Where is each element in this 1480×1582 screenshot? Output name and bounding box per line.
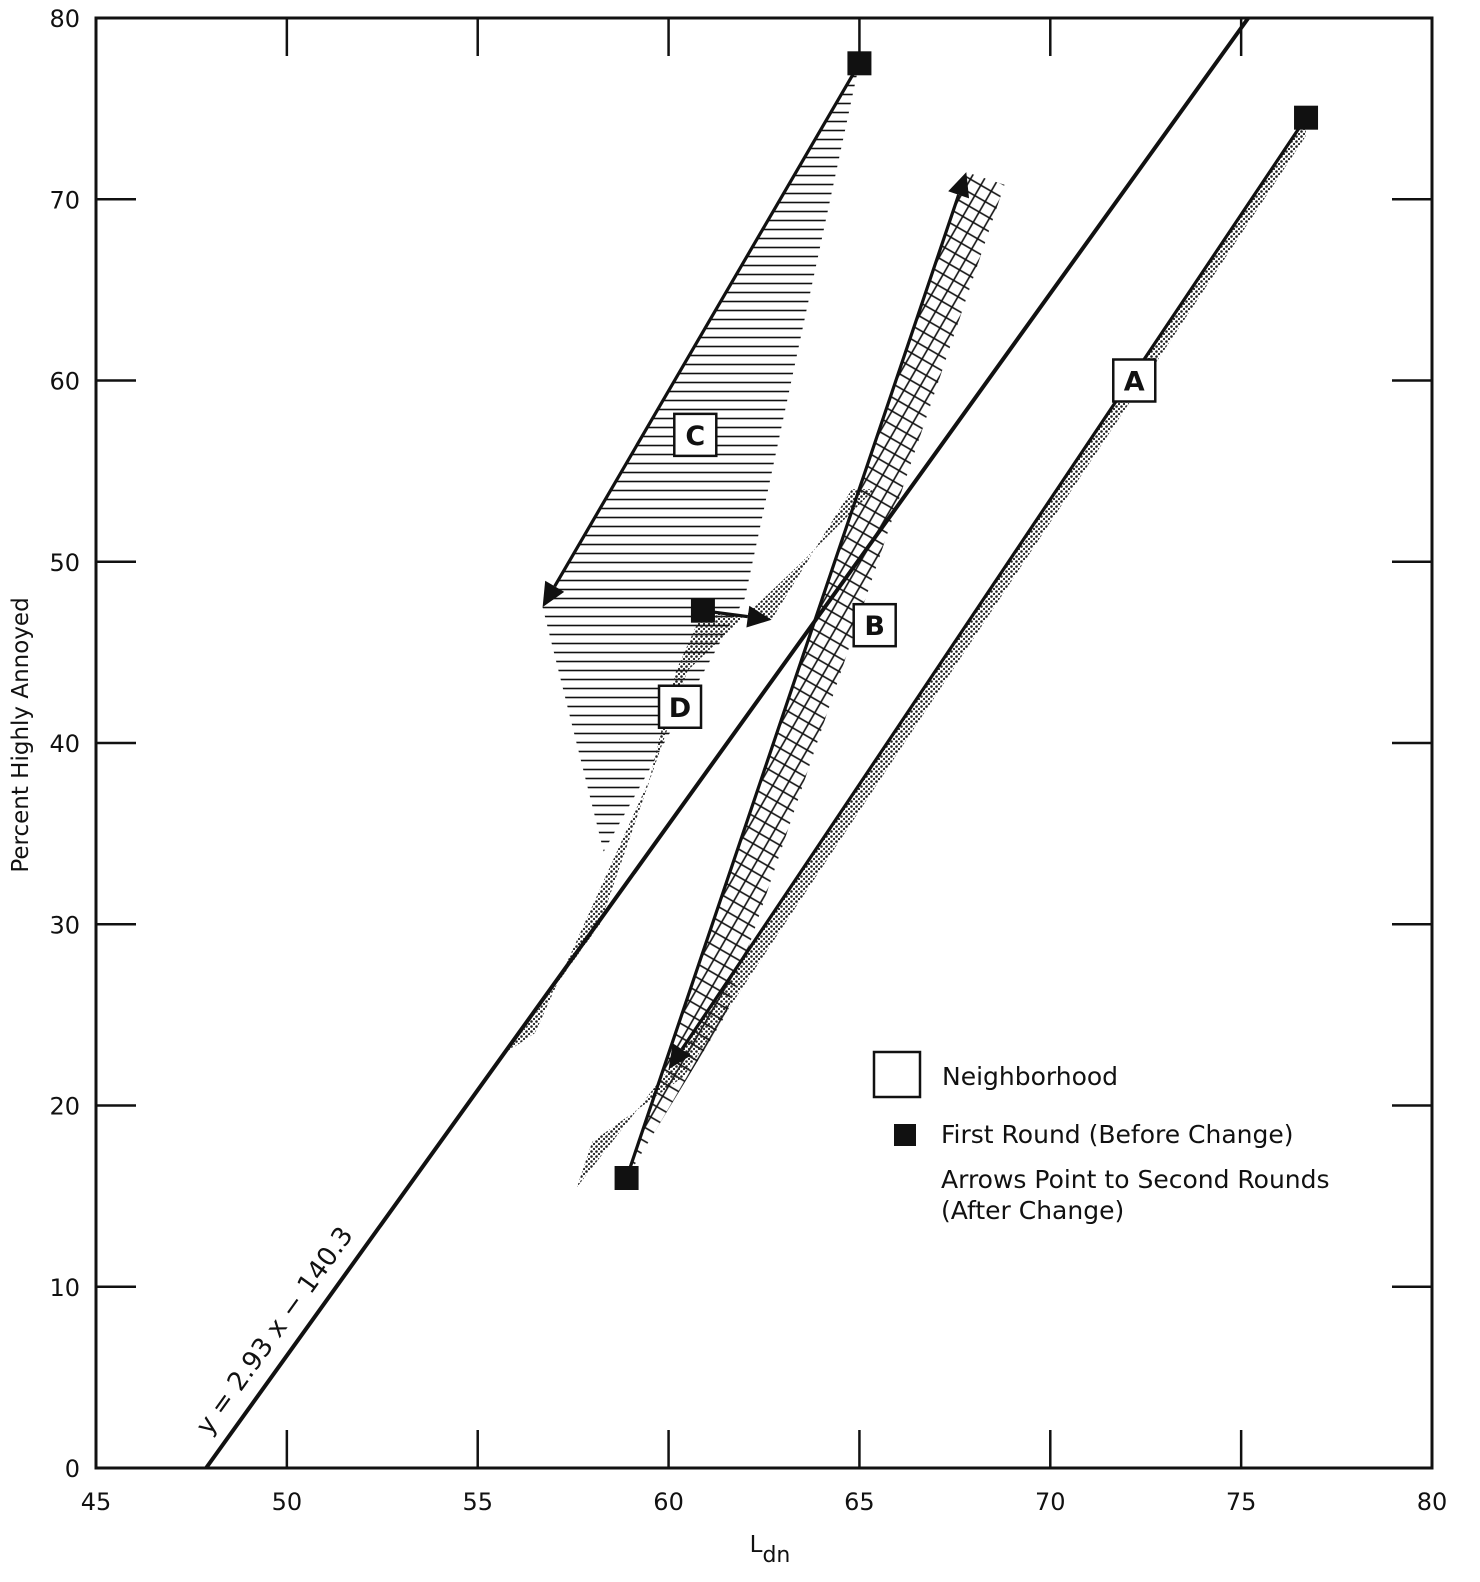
first-round-marker-d xyxy=(690,598,715,623)
arrow-shaft-a xyxy=(680,116,1308,1051)
arrow-head-b xyxy=(948,172,970,199)
y-tick-label: 80 xyxy=(49,5,80,33)
y-tick-labels: 0 10 20 30 40 50 60 70 80 xyxy=(49,5,80,1483)
y-tick-label: 30 xyxy=(49,911,80,939)
legend-neighborhood-swatch xyxy=(872,1050,922,1099)
first-round-marker-b xyxy=(614,1166,639,1190)
label-box-b xyxy=(852,602,897,648)
region-a-stipple-lower xyxy=(577,1069,684,1188)
x-axis-title: Ldn xyxy=(750,1532,791,1568)
x-tick-label: 45 xyxy=(81,1488,112,1516)
x-tick-label: 80 xyxy=(1417,1488,1448,1516)
legend-arrows-text-line1: Arrows Point to Second Rounds xyxy=(941,1165,1330,1194)
shading-layer xyxy=(508,63,1306,1188)
y-tick-label: 0 xyxy=(65,1455,80,1483)
x-tick-label: 75 xyxy=(1226,1488,1257,1516)
x-tick-label: 55 xyxy=(462,1488,493,1516)
label-text-d: D xyxy=(669,693,691,724)
region-c-hatching xyxy=(542,63,860,852)
arrow-head-c xyxy=(542,580,565,608)
y-tick-label: 40 xyxy=(49,730,80,758)
legend: Neighborhood First Round (Before Change)… xyxy=(872,1050,1330,1225)
x-tick-label: 70 xyxy=(1035,1488,1066,1516)
label-box-d xyxy=(657,684,703,729)
first-round-marker-c xyxy=(847,51,872,76)
label-text-a: A xyxy=(1124,367,1145,398)
x-tick-labels: 45 50 55 60 65 70 75 80 xyxy=(81,1488,1448,1516)
label-text-c: C xyxy=(685,421,705,452)
y-tick-label: 60 xyxy=(49,368,80,396)
x-tick-label: 50 xyxy=(272,1488,303,1516)
legend-first-round-marker xyxy=(894,1124,916,1146)
arrow-head-a xyxy=(668,1043,692,1070)
fit-line-layer: y = 2.93 x − 140.3 xyxy=(191,16,1250,1470)
series-layer xyxy=(542,51,1319,1190)
label-box-c xyxy=(673,412,718,458)
y-tick-label: 20 xyxy=(49,1093,80,1121)
label-box-a xyxy=(1112,358,1157,403)
fit-line xyxy=(204,16,1250,1470)
legend-first-round-text: First Round (Before Change) xyxy=(941,1120,1294,1149)
axis-ticks xyxy=(96,18,1432,1468)
neighborhood-labels: A B C D xyxy=(657,358,1157,729)
arrow-shaft-c xyxy=(553,62,861,588)
region-d-stipple xyxy=(508,489,875,1052)
legend-neighborhood-text: Neighborhood xyxy=(942,1062,1118,1091)
first-round-marker-a xyxy=(1294,105,1319,130)
label-text-b: B xyxy=(864,611,885,642)
arrow-head-d xyxy=(746,605,772,628)
y-tick-label: 10 xyxy=(49,1274,80,1302)
legend-arrows-text-line2: (After Change) xyxy=(941,1196,1124,1225)
y-tick-label: 50 xyxy=(49,549,80,577)
x-tick-label: 65 xyxy=(844,1488,875,1516)
y-axis-title: Percent Highly Annoyed xyxy=(8,597,34,872)
fit-line-label: y = 2.93 x − 140.3 xyxy=(191,1221,360,1440)
arrow-shaft-b xyxy=(625,194,961,1179)
x-tick-label: 60 xyxy=(653,1488,684,1516)
region-b-crosshatch xyxy=(626,172,1005,1179)
y-tick-label: 70 xyxy=(49,186,80,214)
